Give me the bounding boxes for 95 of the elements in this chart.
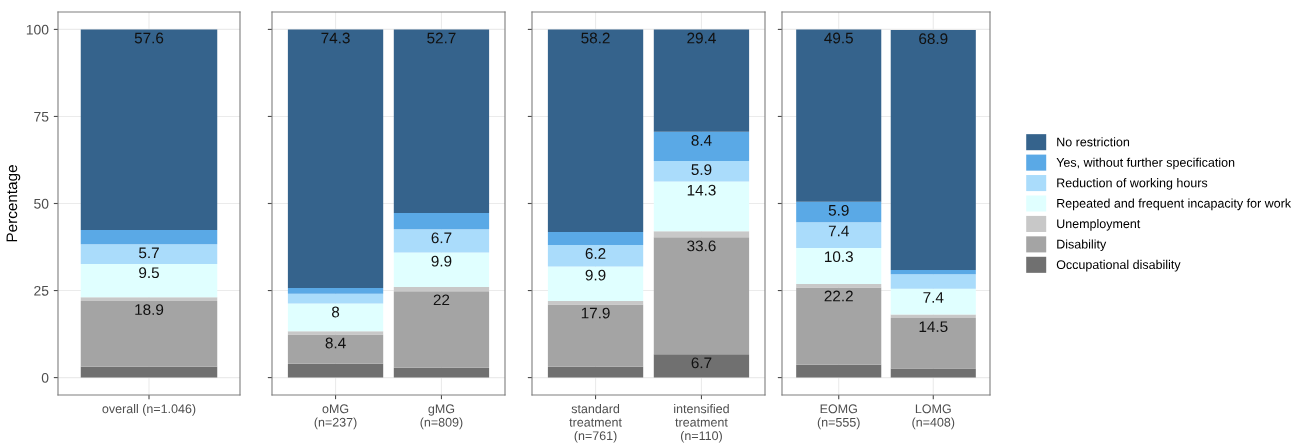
data-label: 5.9 [828,204,849,216]
legend-label: Occupational disability [1056,259,1181,272]
bar [287,288,384,294]
bar [547,366,644,378]
y-tick-label: 75 [34,111,49,122]
bar [653,29,750,132]
y-tick-label: 0 [41,372,49,383]
bar [653,354,750,378]
data-label: 8 [331,306,340,318]
bar [80,244,218,265]
bar [287,334,384,364]
y-tick-label: 100 [26,24,49,35]
bar [80,300,218,367]
bar [547,244,644,267]
bar [393,229,490,253]
bar [547,29,644,233]
bar [653,181,750,232]
y-tick-label: 50 [34,198,49,209]
bar [796,29,882,202]
bar [393,291,490,368]
bar [796,364,882,378]
bar [890,274,976,289]
data-label: 58.2 [581,32,610,44]
legend-label: Yes, without further specification [1056,157,1235,170]
bar [80,264,218,298]
x-tick-label: overall (n=1.046) [102,404,196,416]
data-label: 9.9 [431,255,452,267]
data-label: 9.5 [139,267,159,279]
legend-label: Disability [1057,239,1107,252]
bar [890,368,976,378]
bar [80,229,218,245]
bar [796,248,882,284]
data-label: 14.5 [919,321,948,333]
data-label: 49.5 [824,32,853,44]
data-label: 33.6 [687,240,716,252]
data-label: 9.9 [585,269,606,281]
bar [393,287,490,292]
bar [653,237,750,355]
data-label: 74.3 [321,32,350,44]
bar [653,131,750,162]
bar [890,288,976,315]
data-label: 52.7 [427,32,456,44]
bar [287,303,384,332]
bar [287,293,384,304]
data-label: 22 [433,294,450,306]
x-tick-label: standard treatment (n=761) [569,404,622,443]
data-label: 10.3 [825,251,853,263]
bar [547,304,644,367]
data-label: 6.7 [691,357,712,369]
data-label: 8.4 [325,337,346,349]
bar [287,331,384,335]
bar [796,287,882,365]
bar [890,30,976,270]
data-label: 8.4 [691,134,712,146]
bar [890,318,976,369]
legend-label: Unemployment [1057,218,1141,231]
bar [80,297,218,301]
data-label: 5.9 [691,164,712,176]
x-tick-label: intensified treatment (n=110) [674,404,729,443]
legend-label: Reduction of working hours [1057,178,1208,190]
bar [287,29,384,289]
bar [80,29,218,230]
x-tick-label: oMG (n=237) [314,404,357,430]
data-label: 68.9 [919,33,948,45]
bar [547,266,644,301]
data-label: 5.7 [138,247,159,259]
bar [890,270,976,275]
bar [653,161,750,182]
data-label: 14.3 [687,184,716,196]
bar [393,212,490,230]
y-axis-title: Percentage [6,165,21,242]
bar [653,231,750,238]
data-label: 17.9 [581,307,610,319]
bar [393,367,490,378]
data-label: 18.9 [135,304,164,315]
x-tick-label: gMG (n=809) [420,404,463,430]
legend-label: Repeated and frequent incapacity for work [1057,198,1292,211]
y-tick-label: 25 [34,285,49,296]
bar [393,29,490,213]
data-label: 6.7 [431,232,452,244]
bar [80,366,218,378]
data-label: 29.4 [687,32,716,44]
bar [796,201,882,223]
data-label: 22.2 [824,290,853,302]
x-tick-label: EOMG (n=555) [817,404,860,430]
bar [287,363,384,378]
data-label: 6.2 [585,248,606,259]
x-tick-label: LOMG (n=408) [912,404,955,430]
data-label: 57.6 [134,32,164,44]
legend-label: No restriction [1057,137,1130,147]
bar [796,222,882,249]
bar [393,252,490,288]
data-label: 7.4 [828,225,849,237]
bar [547,232,644,245]
data-label: 7.4 [923,292,944,303]
